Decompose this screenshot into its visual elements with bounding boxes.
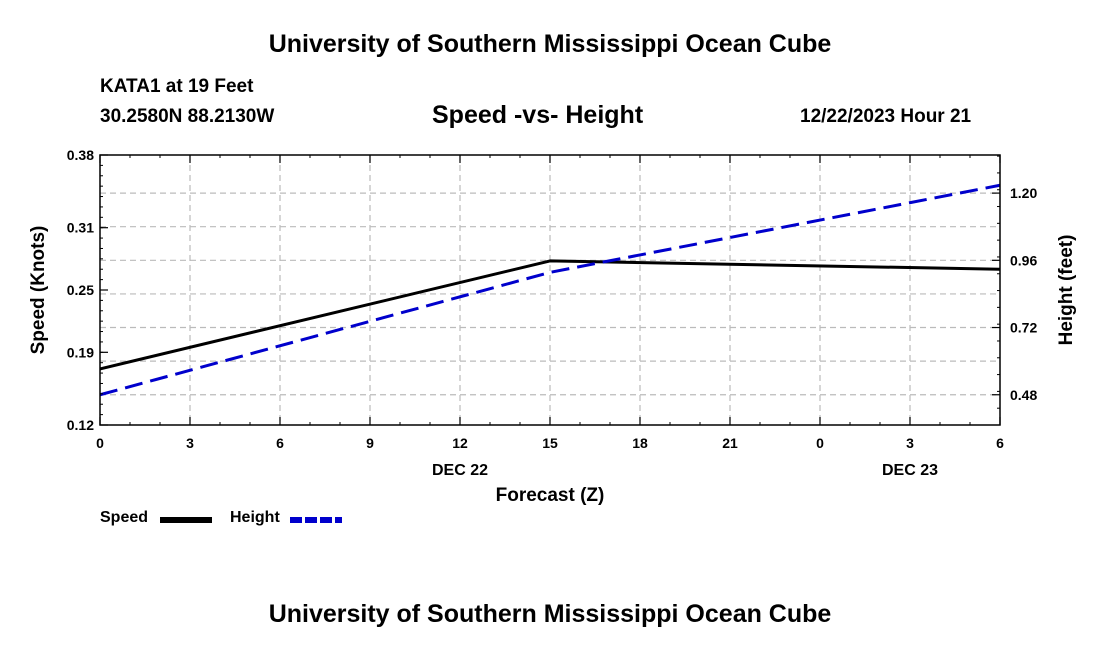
date-label: DEC 22 bbox=[432, 462, 488, 479]
x-tick-label: 21 bbox=[722, 435, 738, 451]
x-tick-label: 18 bbox=[632, 435, 648, 451]
x-tick-label: 6 bbox=[996, 435, 1004, 451]
y-left-tick-label: 0.38 bbox=[67, 147, 94, 163]
x-tick-label: 9 bbox=[366, 435, 374, 451]
y-right-axis-title: Height (feet) bbox=[1056, 235, 1077, 346]
x-tick-label: 3 bbox=[186, 435, 194, 451]
x-tick-label: 0 bbox=[816, 435, 824, 451]
y-left-tick-label: 0.12 bbox=[67, 417, 94, 433]
y-left-tick-label: 0.19 bbox=[67, 344, 94, 360]
y-right-tick-label: 0.72 bbox=[1010, 320, 1037, 336]
issued-datetime: 12/22/2023 Hour 21 bbox=[800, 106, 972, 127]
x-axis-title: Forecast (Z) bbox=[496, 485, 605, 506]
legend-speed-label: Speed bbox=[100, 509, 149, 526]
date-label: DEC 23 bbox=[882, 462, 938, 479]
y-left-tick-label: 0.25 bbox=[67, 282, 94, 298]
y-left-tick-label: 0.31 bbox=[67, 220, 94, 236]
axis-labels: 0 3 6 9 12 15 18 21 0 3 6 DEC 22 DEC 23 0.12 0.19 0.25 0… bbox=[28, 147, 1077, 506]
y-right-tick-label: 1.20 bbox=[1010, 185, 1037, 201]
x-tick-label: 15 bbox=[542, 435, 558, 451]
chart-title: Speed -vs- Height bbox=[432, 101, 644, 129]
x-tick-label: 3 bbox=[906, 435, 914, 451]
y-left-axis-title: Speed (Knots) bbox=[28, 226, 49, 355]
series-layer bbox=[99, 183, 1001, 397]
station-coordinates: 30.2580N 88.2130W bbox=[100, 106, 275, 127]
station-label: KATA1 at 19 Feet bbox=[100, 76, 254, 97]
y-right-tick-label: 0.48 bbox=[1010, 387, 1037, 403]
series-line-height bbox=[99, 183, 1001, 397]
page-title: University of Southern Mississippi Ocean… bbox=[268, 30, 832, 58]
x-tick-label: 12 bbox=[452, 435, 468, 451]
footer-title: University of Southern Mississippi Ocean… bbox=[268, 600, 832, 628]
grid-lines bbox=[100, 155, 1000, 425]
axis-ticks bbox=[99, 154, 1001, 426]
x-tick-label: 6 bbox=[276, 435, 284, 451]
legend-height-label: Height bbox=[230, 509, 280, 526]
series-line-speed bbox=[99, 259, 1001, 371]
y-right-tick-label: 0.96 bbox=[1010, 252, 1037, 268]
x-tick-label: 0 bbox=[96, 435, 104, 451]
